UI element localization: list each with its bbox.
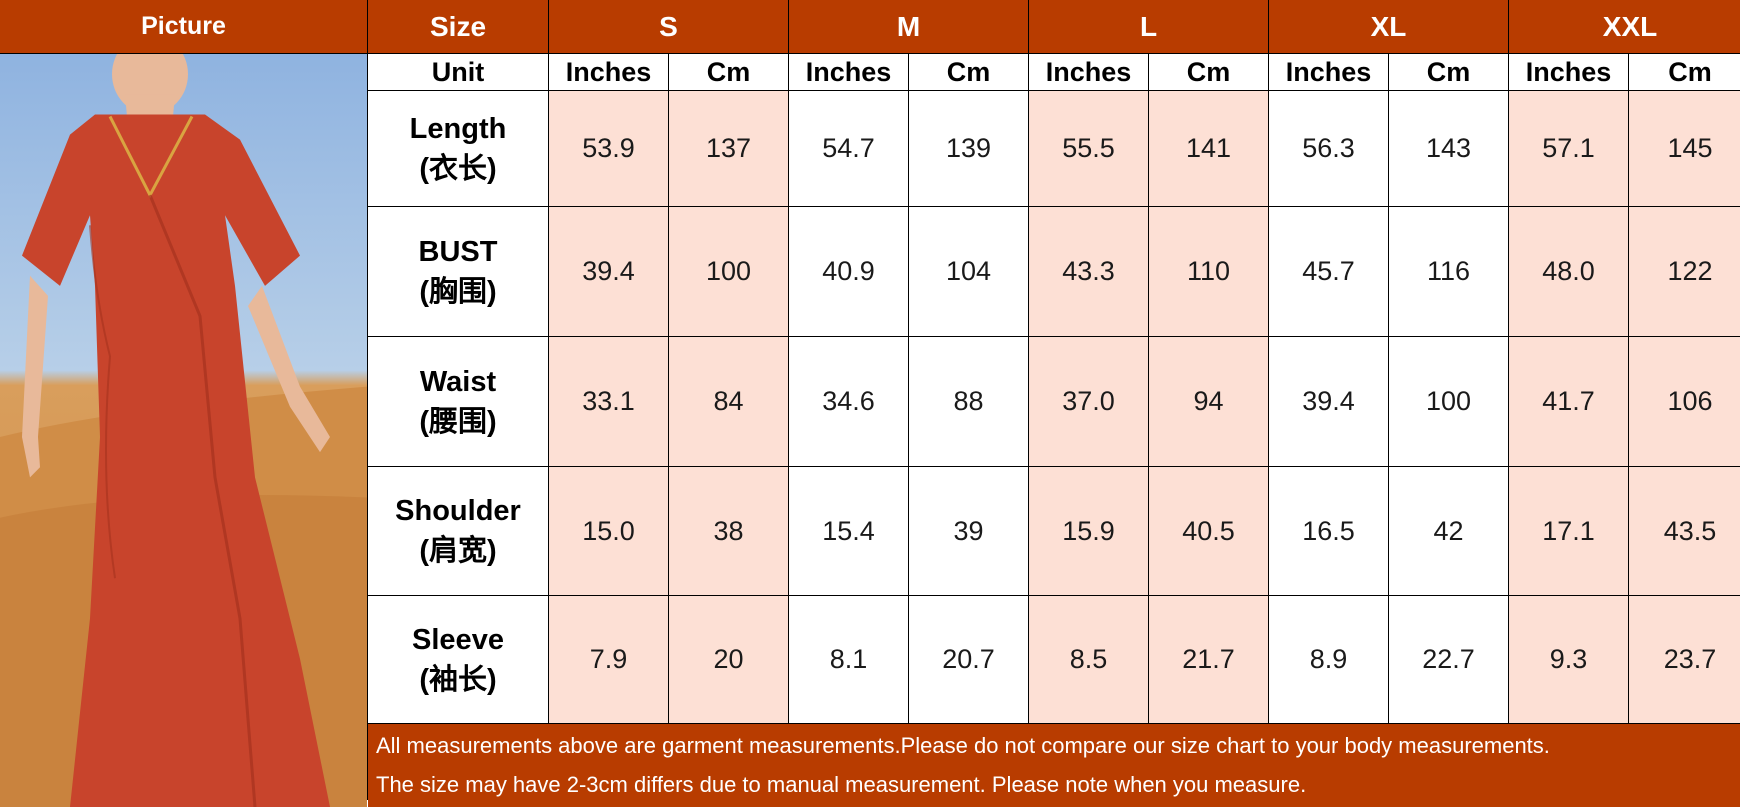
value-cell: 15.9 <box>1029 467 1148 595</box>
measurement-notes: All measurements above are garment measu… <box>368 724 1740 807</box>
row-label-length: Length (衣长) <box>368 91 548 206</box>
value-cell: 141 <box>1149 91 1268 206</box>
row-name-zh: (腰围) <box>419 405 497 438</box>
value-cell: 39.4 <box>549 207 668 336</box>
value-cell: 20 <box>669 596 788 723</box>
row-label-waist: Waist (腰围) <box>368 337 548 466</box>
value-cell: 33.1 <box>549 337 668 466</box>
value-cell: 8.1 <box>789 596 908 723</box>
value-cell: 42 <box>1389 467 1508 595</box>
note-tolerance: The size may have 2-3cm differs due to m… <box>376 772 1307 798</box>
unit-m-inches: Inches <box>789 54 908 90</box>
value-cell: 43.3 <box>1029 207 1148 336</box>
row-name: Waist <box>419 365 497 398</box>
row-name: Length <box>409 112 507 145</box>
value-cell: 104 <box>909 207 1028 336</box>
row-label-sleeve: Sleeve (袖长) <box>368 596 548 723</box>
value-cell: 143 <box>1389 91 1508 206</box>
value-cell: 41.7 <box>1509 337 1628 466</box>
value-cell: 116 <box>1389 207 1508 336</box>
value-cell: 137 <box>669 91 788 206</box>
value-cell: 139 <box>909 91 1028 206</box>
row-label-bust: BUST (胸围) <box>368 207 548 336</box>
value-cell: 22.7 <box>1389 596 1508 723</box>
value-cell: 23.7 <box>1629 596 1740 723</box>
unit-m-cm: Cm <box>909 54 1028 90</box>
unit-xl-cm: Cm <box>1389 54 1508 90</box>
value-cell: 7.9 <box>549 596 668 723</box>
value-cell: 37.0 <box>1029 337 1148 466</box>
size-header-s: S <box>549 0 788 53</box>
value-cell: 88 <box>909 337 1028 466</box>
value-cell: 57.1 <box>1509 91 1628 206</box>
value-cell: 15.4 <box>789 467 908 595</box>
row-label-shoulder: Shoulder (肩宽) <box>368 467 548 595</box>
unit-s-cm: Cm <box>669 54 788 90</box>
value-cell: 16.5 <box>1269 467 1388 595</box>
value-cell: 55.5 <box>1029 91 1148 206</box>
size-header-l: L <box>1029 0 1268 53</box>
value-cell: 84 <box>669 337 788 466</box>
value-cell: 106 <box>1629 337 1740 466</box>
value-cell: 40.5 <box>1149 467 1268 595</box>
size-header: Size <box>368 0 548 53</box>
value-cell: 17.1 <box>1509 467 1628 595</box>
value-cell: 56.3 <box>1269 91 1388 206</box>
row-name-zh: (胸围) <box>419 275 497 308</box>
value-cell: 48.0 <box>1509 207 1628 336</box>
unit-xl-inches: Inches <box>1269 54 1388 90</box>
value-cell: 21.7 <box>1149 596 1268 723</box>
value-cell: 40.9 <box>789 207 908 336</box>
value-cell: 45.7 <box>1269 207 1388 336</box>
unit-xxl-cm: Cm <box>1629 54 1740 90</box>
value-cell: 39.4 <box>1269 337 1388 466</box>
unit-l-inches: Inches <box>1029 54 1148 90</box>
value-cell: 122 <box>1629 207 1740 336</box>
row-name-zh: (肩宽) <box>419 535 497 567</box>
value-cell: 9.3 <box>1509 596 1628 723</box>
row-name-zh: (衣长) <box>419 152 497 185</box>
value-cell: 145 <box>1629 91 1740 206</box>
value-cell: 8.5 <box>1029 596 1148 723</box>
unit-l-cm: Cm <box>1149 54 1268 90</box>
value-cell: 38 <box>669 467 788 595</box>
dress-photo <box>0 54 367 807</box>
value-cell: 100 <box>1389 337 1508 466</box>
picture-header: Picture <box>0 0 367 53</box>
value-cell: 39 <box>909 467 1028 595</box>
row-name: BUST <box>418 235 498 268</box>
value-cell: 94 <box>1149 337 1268 466</box>
value-cell: 43.5 <box>1629 467 1740 595</box>
size-header-xl: XL <box>1269 0 1508 53</box>
value-cell: 54.7 <box>789 91 908 206</box>
value-cell: 8.9 <box>1269 596 1388 723</box>
dress-illustration <box>0 54 367 807</box>
unit-s-inches: Inches <box>549 54 668 90</box>
size-header-m: M <box>789 0 1028 53</box>
size-header-xxl: XXL <box>1509 0 1740 53</box>
value-cell: 100 <box>669 207 788 336</box>
unit-label: Unit <box>368 54 548 90</box>
value-cell: 110 <box>1149 207 1268 336</box>
value-cell: 34.6 <box>789 337 908 466</box>
unit-xxl-inches: Inches <box>1509 54 1628 90</box>
value-cell: 20.7 <box>909 596 1028 723</box>
note-garment: All measurements above are garment measu… <box>376 732 1550 758</box>
row-name: Shoulder <box>395 495 521 527</box>
value-cell: 53.9 <box>549 91 668 206</box>
value-cell: 15.0 <box>549 467 668 595</box>
row-name-zh: (袖长) <box>419 663 497 696</box>
row-name: Sleeve <box>412 623 504 656</box>
